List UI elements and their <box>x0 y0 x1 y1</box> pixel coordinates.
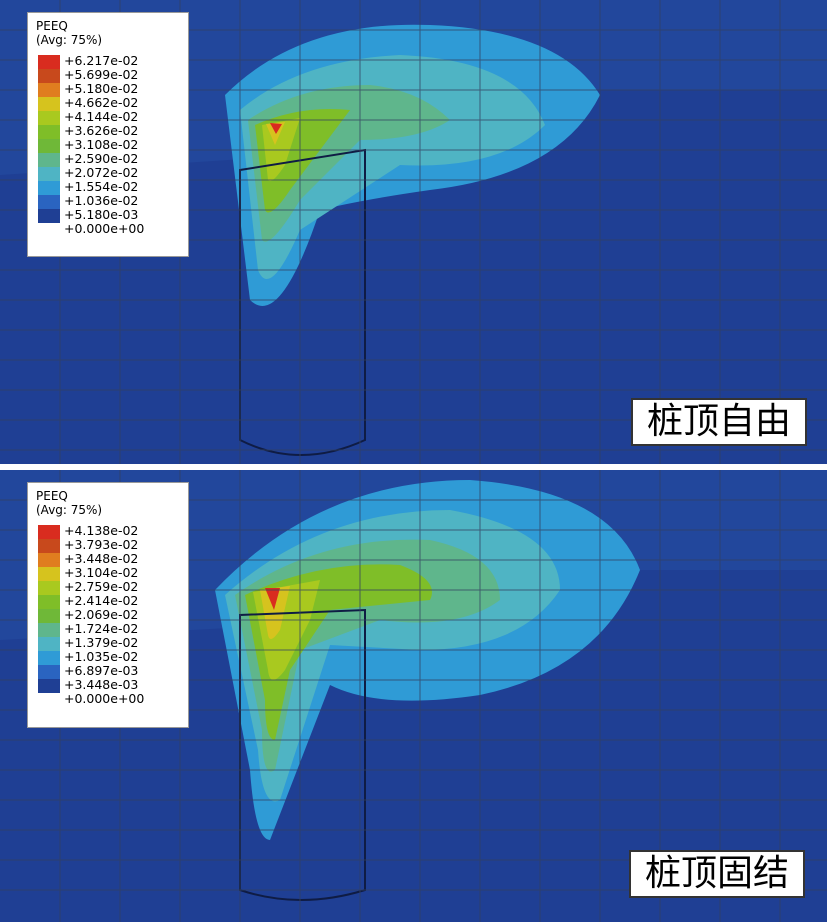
fea-contour-plot-top <box>0 0 827 464</box>
legend-value: +3.448e-02 <box>64 551 139 566</box>
legend-value: +5.699e-02 <box>64 67 139 82</box>
legend-value: +3.626e-02 <box>64 123 139 138</box>
panel-divider <box>0 464 827 470</box>
legend-value: +1.724e-02 <box>64 621 139 636</box>
legend-top: PEEQ (Avg: 75%) +6.217e-02 +5.699e-02 +5… <box>27 12 189 257</box>
legend-value: +2.414e-02 <box>64 593 139 608</box>
legend-value: +2.590e-02 <box>64 151 139 166</box>
legend-value: +2.072e-02 <box>64 165 139 180</box>
legend-value: +0.000e+00 <box>64 691 145 706</box>
legend-value: +2.069e-02 <box>64 607 139 622</box>
legend-title: PEEQ <box>36 489 68 503</box>
legend-subtitle: (Avg: 75%) <box>36 33 103 47</box>
legend-value: +1.035e-02 <box>64 649 139 664</box>
legend-value: +6.217e-02 <box>64 53 139 68</box>
legend-value: +5.180e-02 <box>64 81 139 96</box>
legend-bottom: PEEQ (Avg: 75%) +4.138e-02 +3.793e-02 +3… <box>27 482 189 728</box>
legend-value: +3.108e-02 <box>64 137 139 152</box>
legend-value: +1.036e-02 <box>64 193 139 208</box>
legend-subtitle: (Avg: 75%) <box>36 503 103 517</box>
legend-value: +5.180e-03 <box>64 207 139 222</box>
fea-panel-pile-top-fixed: PEEQ (Avg: 75%) +4.138e-02 +3.793e-02 +3… <box>0 470 827 922</box>
legend-value: +1.379e-02 <box>64 635 139 650</box>
legend-value: +4.144e-02 <box>64 109 139 124</box>
legend-value: +3.104e-02 <box>64 565 139 580</box>
legend-value: +6.897e-03 <box>64 663 139 678</box>
legend-value: +3.448e-03 <box>64 677 139 692</box>
legend-value: +4.138e-02 <box>64 523 139 538</box>
legend-title: PEEQ <box>36 19 68 33</box>
legend-value: +4.662e-02 <box>64 95 139 110</box>
legend-value: +0.000e+00 <box>64 221 145 236</box>
legend-value: +1.554e-02 <box>64 179 139 194</box>
caption-pile-top-free: 桩顶自由 <box>630 398 807 446</box>
legend-value: +2.759e-02 <box>64 579 139 594</box>
caption-pile-top-fixed: 桩顶固结 <box>628 850 805 898</box>
fea-panel-pile-top-free: PEEQ (Avg: 75%) +6.217e-02 +5.699e-02 +5… <box>0 0 827 464</box>
legend-value: +3.793e-02 <box>64 537 139 552</box>
